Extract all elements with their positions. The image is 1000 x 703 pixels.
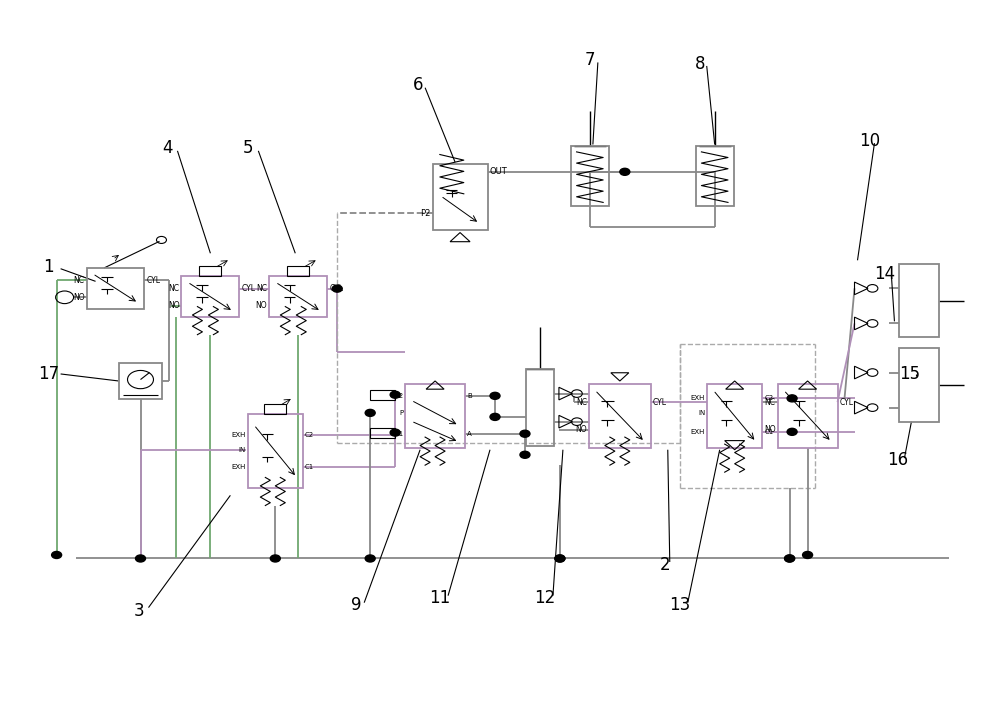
Text: NC: NC <box>765 398 776 406</box>
Circle shape <box>136 555 145 562</box>
Bar <box>589 385 651 448</box>
Circle shape <box>490 392 500 399</box>
Text: 2: 2 <box>659 557 670 574</box>
Circle shape <box>803 551 813 558</box>
Bar <box>370 389 395 399</box>
Bar <box>370 427 395 437</box>
Text: 14: 14 <box>874 265 895 283</box>
Text: 15: 15 <box>899 365 920 383</box>
Text: OUT: OUT <box>490 167 507 176</box>
Text: B: B <box>467 393 472 399</box>
Text: C1: C1 <box>764 429 773 435</box>
Bar <box>269 276 327 317</box>
Text: R1: R1 <box>394 431 403 437</box>
Text: CYL: CYL <box>840 398 854 406</box>
Text: NC: NC <box>256 284 267 293</box>
Circle shape <box>390 391 400 398</box>
Circle shape <box>555 555 565 562</box>
Text: 1: 1 <box>43 258 54 276</box>
Text: P: P <box>399 410 403 416</box>
Text: 9: 9 <box>351 596 361 614</box>
Bar <box>778 385 838 448</box>
Bar <box>899 264 939 337</box>
Circle shape <box>520 451 530 458</box>
Circle shape <box>787 428 797 435</box>
Text: C1: C1 <box>305 465 314 470</box>
Text: 6: 6 <box>413 76 423 94</box>
Bar <box>405 385 465 448</box>
Text: CYL: CYL <box>653 398 667 406</box>
Bar <box>433 164 488 231</box>
Text: C2: C2 <box>764 395 773 401</box>
Circle shape <box>555 555 565 562</box>
Circle shape <box>490 413 500 420</box>
Circle shape <box>270 555 280 562</box>
Text: 12: 12 <box>534 590 556 607</box>
Bar <box>87 268 144 309</box>
Bar <box>571 146 609 206</box>
Circle shape <box>520 430 530 437</box>
Circle shape <box>365 409 375 416</box>
Text: NO: NO <box>168 301 179 310</box>
Bar <box>181 276 239 317</box>
Circle shape <box>785 555 795 562</box>
Bar <box>248 414 303 488</box>
Text: 11: 11 <box>429 590 451 607</box>
Text: 4: 4 <box>162 139 173 157</box>
Circle shape <box>52 551 62 558</box>
Circle shape <box>787 395 797 402</box>
Circle shape <box>365 555 375 562</box>
Text: 5: 5 <box>243 139 254 157</box>
Text: CYL: CYL <box>146 276 160 285</box>
Text: NO: NO <box>764 425 776 434</box>
Bar <box>199 266 221 276</box>
Text: 13: 13 <box>669 596 690 614</box>
Circle shape <box>620 168 630 175</box>
Text: NC: NC <box>168 284 179 293</box>
Text: 17: 17 <box>38 365 59 383</box>
Text: P2: P2 <box>420 209 431 218</box>
Circle shape <box>785 555 795 562</box>
Bar <box>526 369 554 446</box>
Text: NO: NO <box>575 425 587 434</box>
Text: R2: R2 <box>394 393 403 399</box>
Circle shape <box>390 429 400 436</box>
Text: 10: 10 <box>859 132 880 150</box>
Text: EXH: EXH <box>231 432 246 438</box>
Circle shape <box>332 285 342 292</box>
Bar <box>287 266 309 276</box>
Text: NO: NO <box>73 293 85 302</box>
Text: 3: 3 <box>133 602 144 620</box>
Text: 16: 16 <box>887 451 908 469</box>
Text: EXH: EXH <box>691 395 705 401</box>
Text: A: A <box>467 431 472 437</box>
Text: 8: 8 <box>694 55 705 73</box>
Bar <box>707 385 762 448</box>
Text: C2: C2 <box>305 432 314 438</box>
Text: NO: NO <box>256 301 267 310</box>
Text: 7: 7 <box>585 51 595 70</box>
Text: NC: NC <box>74 276 85 285</box>
Text: CYL: CYL <box>241 284 255 293</box>
Bar <box>264 404 286 414</box>
Bar <box>899 348 939 422</box>
Text: NC: NC <box>576 398 587 406</box>
Text: EXH: EXH <box>691 429 705 435</box>
Text: EXH: EXH <box>231 465 246 470</box>
Text: CYL: CYL <box>329 284 343 293</box>
Text: IN: IN <box>698 410 705 416</box>
Bar <box>696 146 734 206</box>
Text: IN: IN <box>239 446 246 453</box>
Bar <box>119 363 162 399</box>
